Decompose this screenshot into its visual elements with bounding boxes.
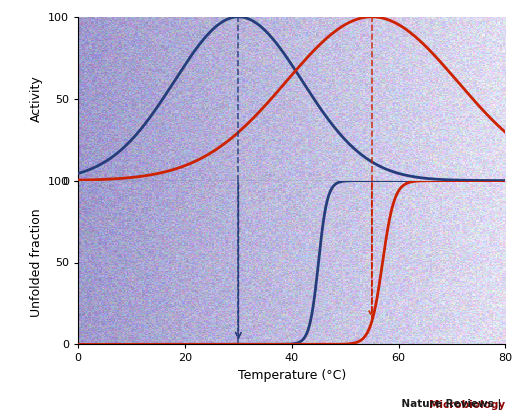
Text: Nature Reviews |: Nature Reviews | — [347, 399, 505, 410]
Y-axis label: Unfolded fraction: Unfolded fraction — [30, 208, 43, 317]
X-axis label: Temperature (°C): Temperature (°C) — [238, 369, 346, 382]
Text: Microbiology: Microbiology — [429, 399, 505, 409]
Y-axis label: Activity: Activity — [30, 75, 43, 122]
